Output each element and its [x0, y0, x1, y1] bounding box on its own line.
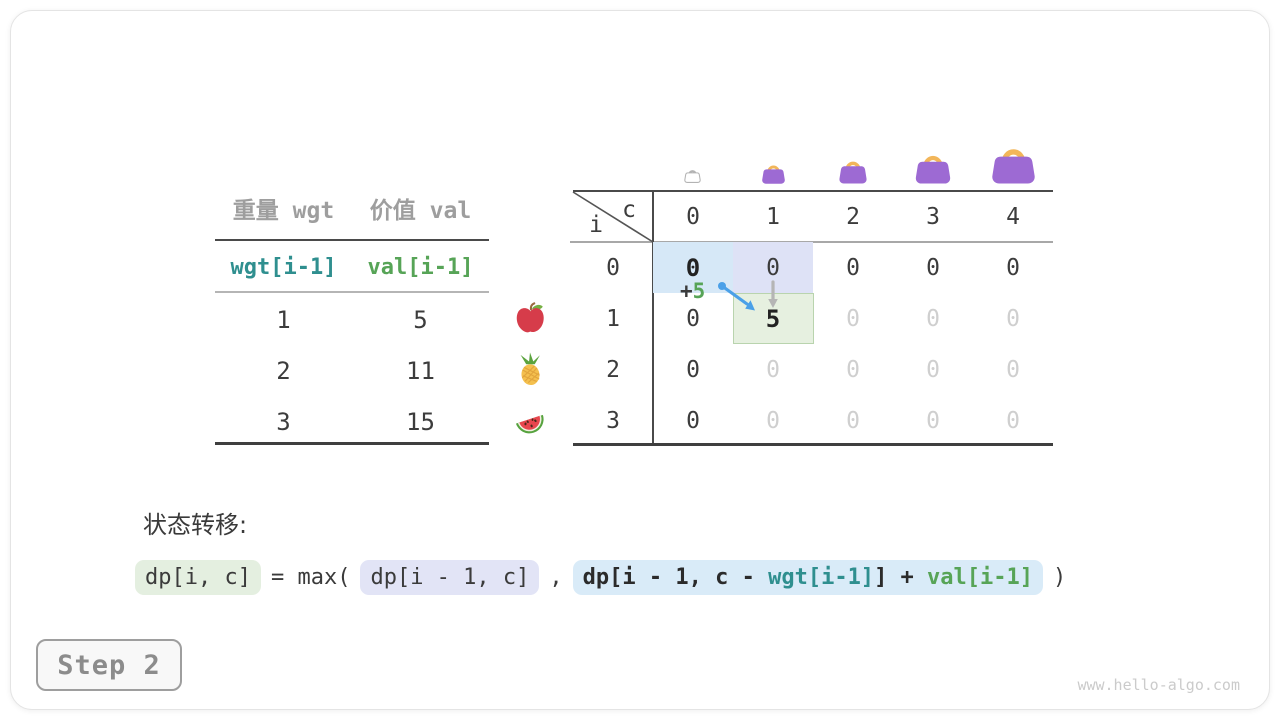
- watermelon-icon: [515, 414, 544, 434]
- dp-cell-r1-c3: 0: [926, 305, 940, 332]
- dp-cell-r2-c0: 0: [686, 356, 700, 383]
- item-3-weight: 3: [276, 408, 291, 436]
- dp-row-header-0: 0: [606, 255, 620, 281]
- empty-bag-icon: [684, 170, 701, 183]
- plus-value-annotation: +5: [680, 279, 706, 303]
- dp-row-header-3: 3: [606, 408, 620, 434]
- formula-skip-term: dp[i - 1, c]: [360, 560, 540, 595]
- divider: [652, 190, 654, 445]
- dp-cell-r2-c4: 0: [1006, 356, 1020, 383]
- dp-cell-r0-c0: 0: [685, 253, 701, 282]
- dp-cell-r3-c2: 0: [846, 407, 860, 434]
- dp-col-header-1: 1: [766, 204, 780, 230]
- dp-cell-r1-c0: 0: [686, 305, 700, 332]
- divider: [215, 291, 489, 293]
- divider: [573, 190, 1053, 192]
- dp-cell-r2-c1: 0: [766, 356, 780, 383]
- formula-eq-max: = max(: [270, 565, 351, 590]
- pineapple-icon: [520, 352, 540, 386]
- items-table-header-value: 价值 val: [369, 198, 472, 224]
- formula-take-term: dp[i - 1, c - wgt[i-1]] + val[i-1]: [572, 560, 1044, 595]
- dp-cell-r3-c0: 0: [686, 407, 700, 434]
- item-2-value: 11: [406, 357, 435, 385]
- dp-cell-r1-c1: 5: [765, 304, 781, 333]
- item-2-weight: 2: [276, 357, 291, 385]
- dp-col-header-2: 2: [846, 204, 860, 230]
- apple-icon: [516, 302, 544, 333]
- dp-cell-r3-c3: 0: [926, 407, 940, 434]
- bag-icon-medium: [839, 161, 867, 184]
- dp-col-header-3: 3: [926, 204, 940, 230]
- corner-diagonal-line: [572, 191, 654, 243]
- dp-cell-r0-c2: 0: [846, 254, 860, 281]
- dp-row-header-1: 1: [606, 306, 620, 332]
- dp-row-header-2: 2: [606, 357, 620, 383]
- dp-cell-r1-c4: 0: [1006, 305, 1020, 332]
- dp-cell-r0-c4: 0: [1006, 254, 1020, 281]
- divider: [573, 443, 1053, 446]
- dp-col-variable: c: [622, 197, 636, 223]
- formula-comma: ,: [549, 565, 563, 590]
- items-table-var-wgt: wgt[i-1]: [230, 255, 337, 280]
- dp-cell-r3-c1: 0: [766, 407, 780, 434]
- dp-cell-r2-c3: 0: [926, 356, 940, 383]
- transition-arrows: [718, 280, 778, 311]
- state-transition-formula: dp[i, c] = max( dp[i - 1, c] , dp[i - 1,…: [135, 560, 1066, 595]
- formula-close-paren: ): [1053, 565, 1067, 590]
- items-table-var-val: val[i-1]: [367, 255, 474, 280]
- bag-icon-xlarge: [992, 149, 1035, 184]
- divider: [215, 442, 489, 445]
- dp-col-header-4: 4: [1006, 204, 1020, 230]
- formula-target-term: dp[i, c]: [135, 560, 261, 595]
- dp-cell-r2-c2: 0: [846, 356, 860, 383]
- dp-row-variable: i: [589, 212, 603, 238]
- watermark: www.hello-algo.com: [1077, 676, 1240, 694]
- bag-icon-small: [762, 165, 785, 184]
- bag-icon-large: [915, 155, 951, 184]
- items-table-header-weight: 重量 wgt: [232, 198, 335, 224]
- divider: [215, 239, 489, 241]
- item-3-value: 15: [406, 408, 435, 436]
- dp-cell-r1-c2: 0: [846, 305, 860, 332]
- state-transition-label: 状态转移:: [143, 511, 248, 539]
- dp-table-grid: 0 0 0 0 0 0 5 0 0 0 0 0 0 0 0 0 0 0 0 0: [653, 242, 1053, 446]
- dp-cell-r0-c3: 0: [926, 254, 940, 281]
- item-1-value: 5: [413, 306, 428, 334]
- dp-cell-r3-c4: 0: [1006, 407, 1020, 434]
- dp-cell-r0-c1: 0: [766, 254, 780, 281]
- item-1-weight: 1: [276, 306, 291, 334]
- step-badge: Step 2: [36, 639, 182, 691]
- dp-col-header-0: 0: [686, 204, 700, 230]
